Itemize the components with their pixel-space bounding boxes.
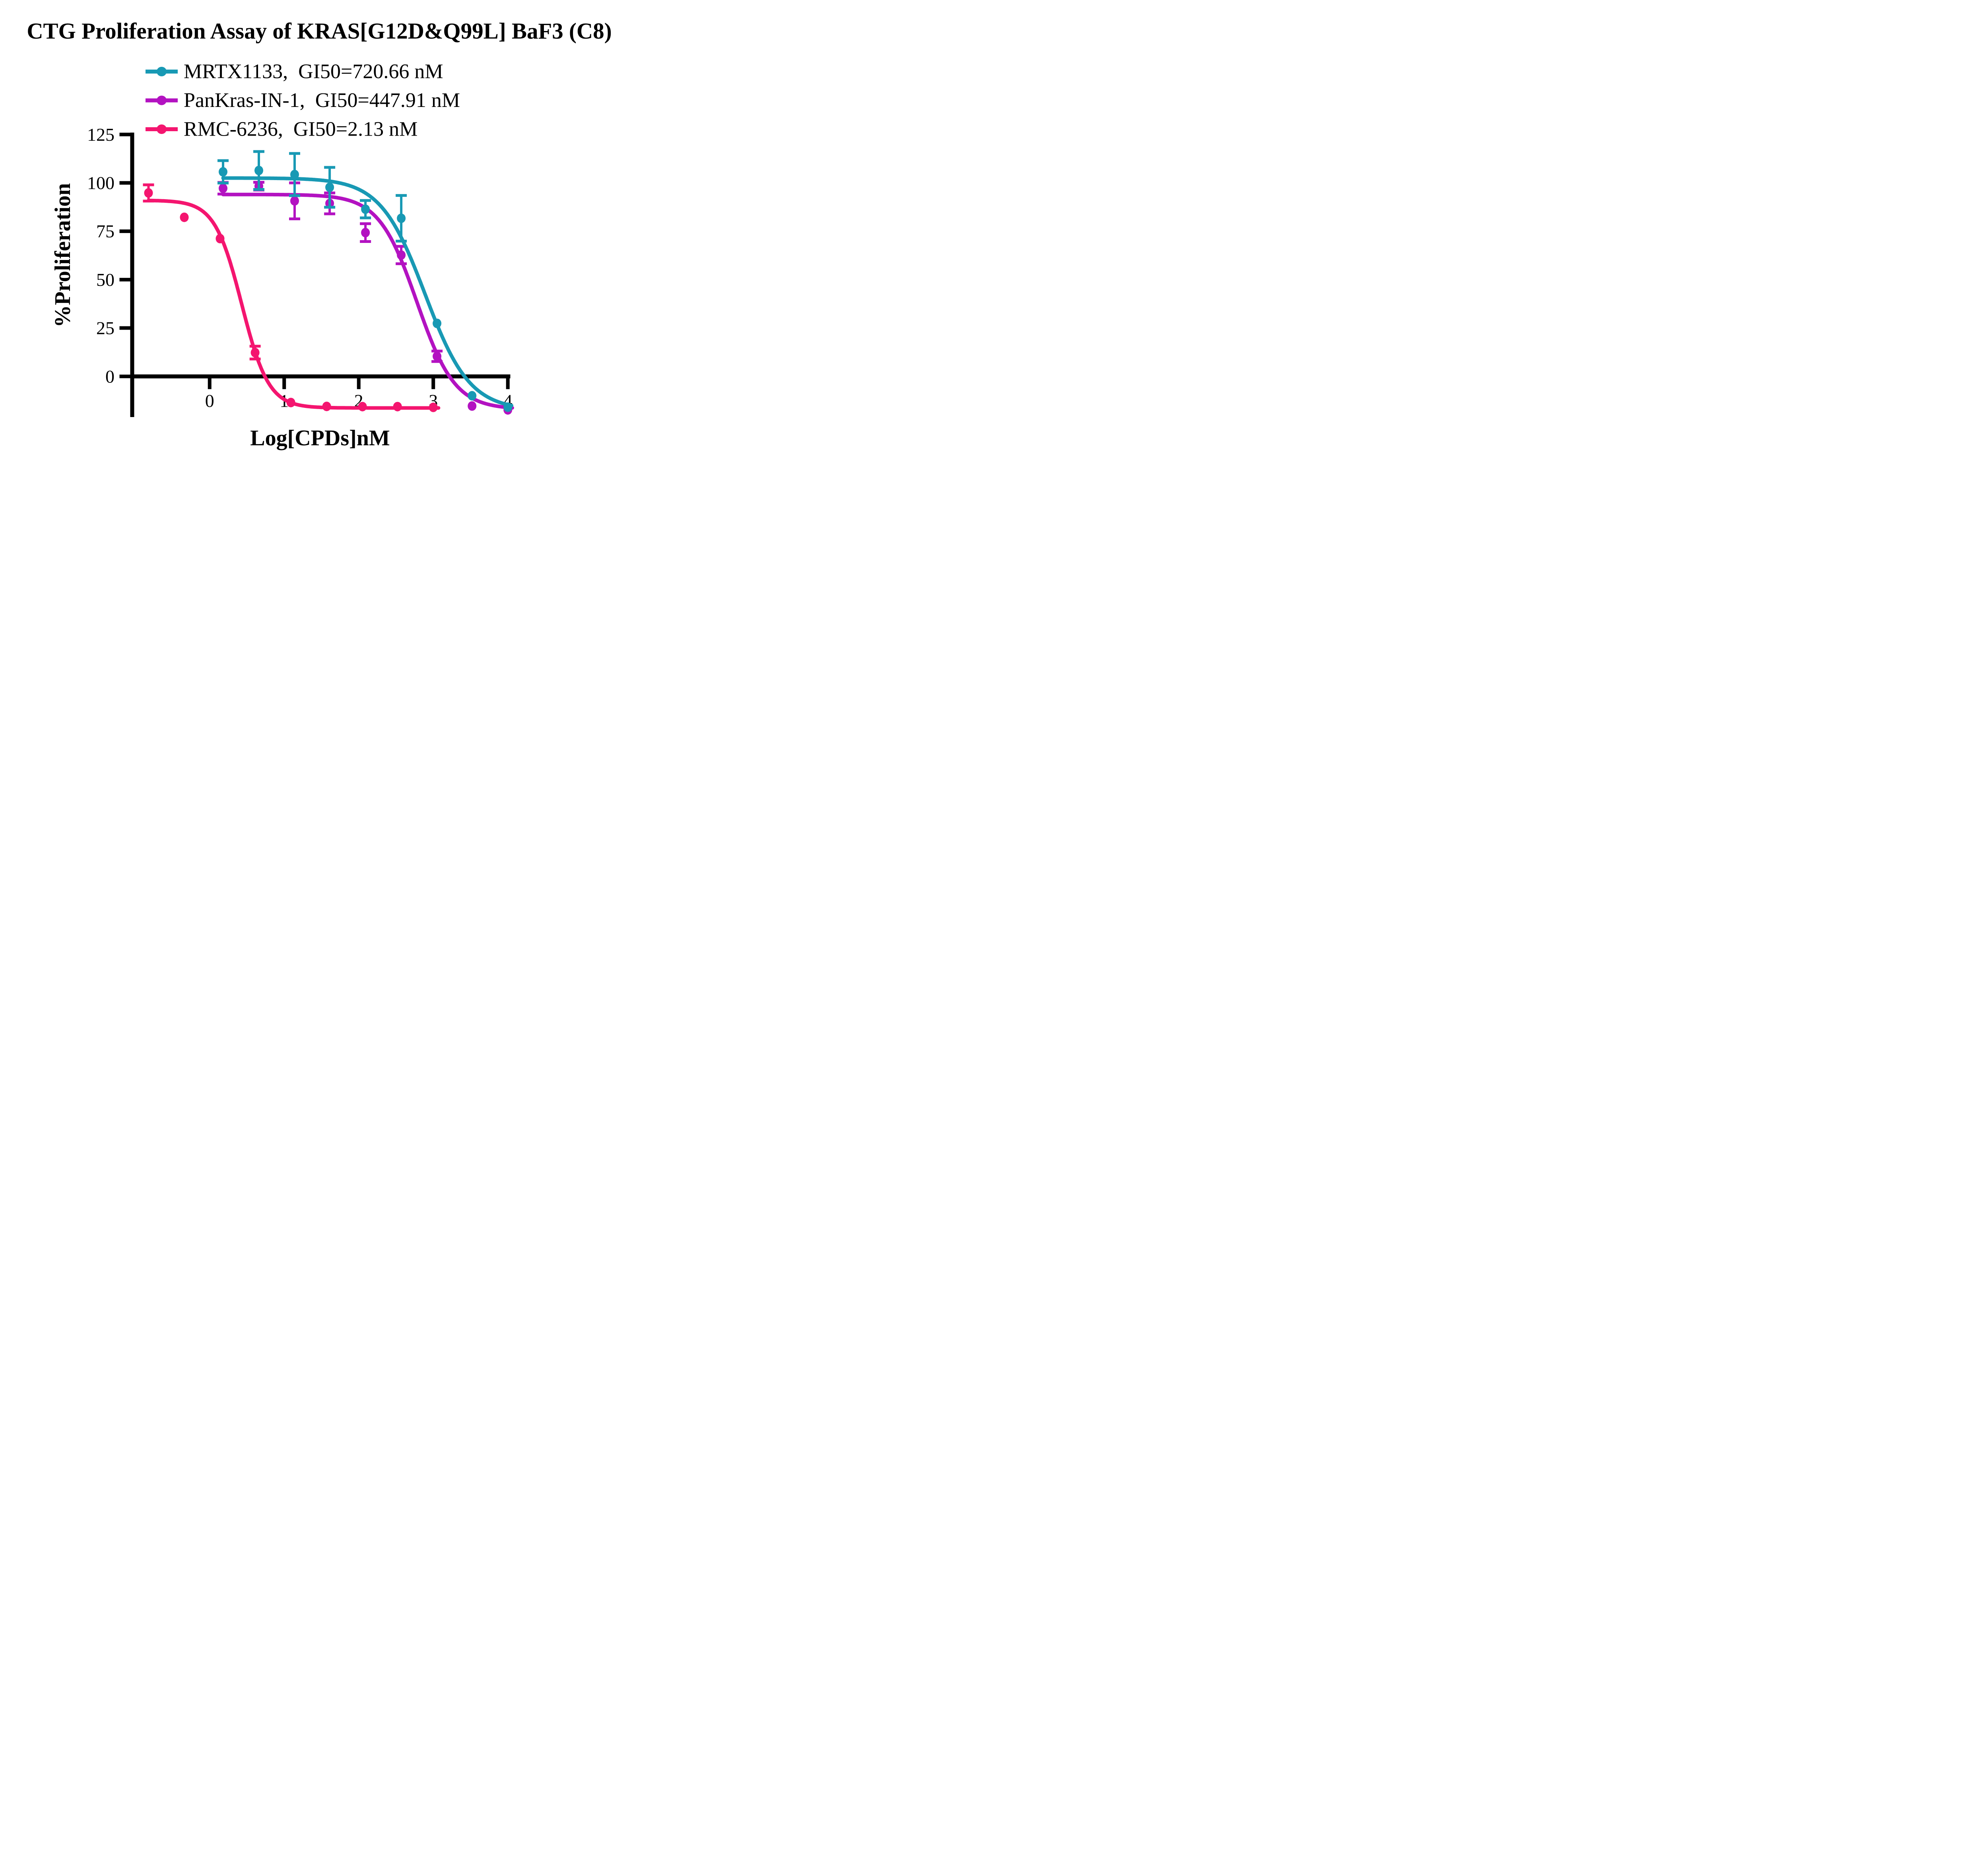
legend-item-rmc-6236: RMC-6236, GI50=2.13 nM [146, 118, 417, 141]
data-point [433, 318, 442, 328]
data-point [429, 402, 438, 412]
y-tick-label: 75 [96, 221, 115, 241]
data-point [322, 402, 331, 411]
data-point [180, 212, 189, 222]
series-rmc-6236 [143, 183, 441, 412]
legend: MRTX1133, GI50=720.66 nM PanKras-IN-1, G… [146, 60, 460, 141]
data-point [254, 165, 263, 175]
y-axis-ticks: 0 25 50 75 100 125 [87, 124, 132, 386]
data-point [468, 401, 477, 411]
figure: CTG Proliferation Assay of KRAS[G12D&Q99… [0, 0, 643, 467]
data-point [397, 213, 406, 223]
data-point [397, 250, 406, 260]
x-axis-title: Log[CPDs]nM [250, 426, 390, 450]
y-tick-label: 100 [87, 173, 115, 193]
series-layer [143, 150, 514, 415]
legend-marker-dot [157, 124, 167, 134]
data-point [361, 204, 370, 214]
legend-item-mrtx1133: MRTX1133, GI50=720.66 nM [146, 60, 443, 83]
data-point [290, 170, 299, 180]
legend-marker-dot [157, 95, 167, 105]
data-point [358, 402, 367, 411]
data-point [215, 234, 225, 244]
legend-label: PanKras-IN-1, GI50=447.91 nM [184, 89, 460, 112]
chart-canvas: CTG Proliferation Assay of KRAS[G12D&Q99… [27, 19, 612, 450]
data-point [250, 347, 260, 357]
legend-item-pankras-in-1: PanKras-IN-1, GI50=447.91 nM [146, 89, 460, 112]
data-point [433, 351, 442, 361]
series-mrtx1133 [217, 150, 514, 412]
legend-label: RMC-6236, GI50=2.13 nM [184, 118, 417, 141]
data-point [361, 228, 370, 238]
data-point [144, 188, 153, 198]
y-axis-title: %Proliferation [50, 183, 75, 328]
data-point [503, 402, 513, 412]
fit-curve [221, 176, 514, 408]
data-point [219, 167, 227, 177]
y-tick-label: 50 [96, 270, 115, 290]
y-tick-label: 125 [87, 124, 115, 145]
y-tick-label: 25 [96, 318, 115, 338]
legend-marker-dot [157, 67, 167, 76]
data-point [468, 391, 477, 401]
data-point [290, 196, 299, 206]
chart-title: CTG Proliferation Assay of KRAS[G12D&Q99… [27, 19, 612, 44]
x-tick-label: 0 [205, 391, 214, 411]
y-tick-label: 0 [105, 366, 115, 386]
data-point [286, 398, 295, 408]
data-point [219, 183, 227, 193]
data-point [393, 402, 402, 411]
legend-label: MRTX1133, GI50=720.66 nM [184, 60, 443, 83]
data-point [325, 182, 334, 192]
